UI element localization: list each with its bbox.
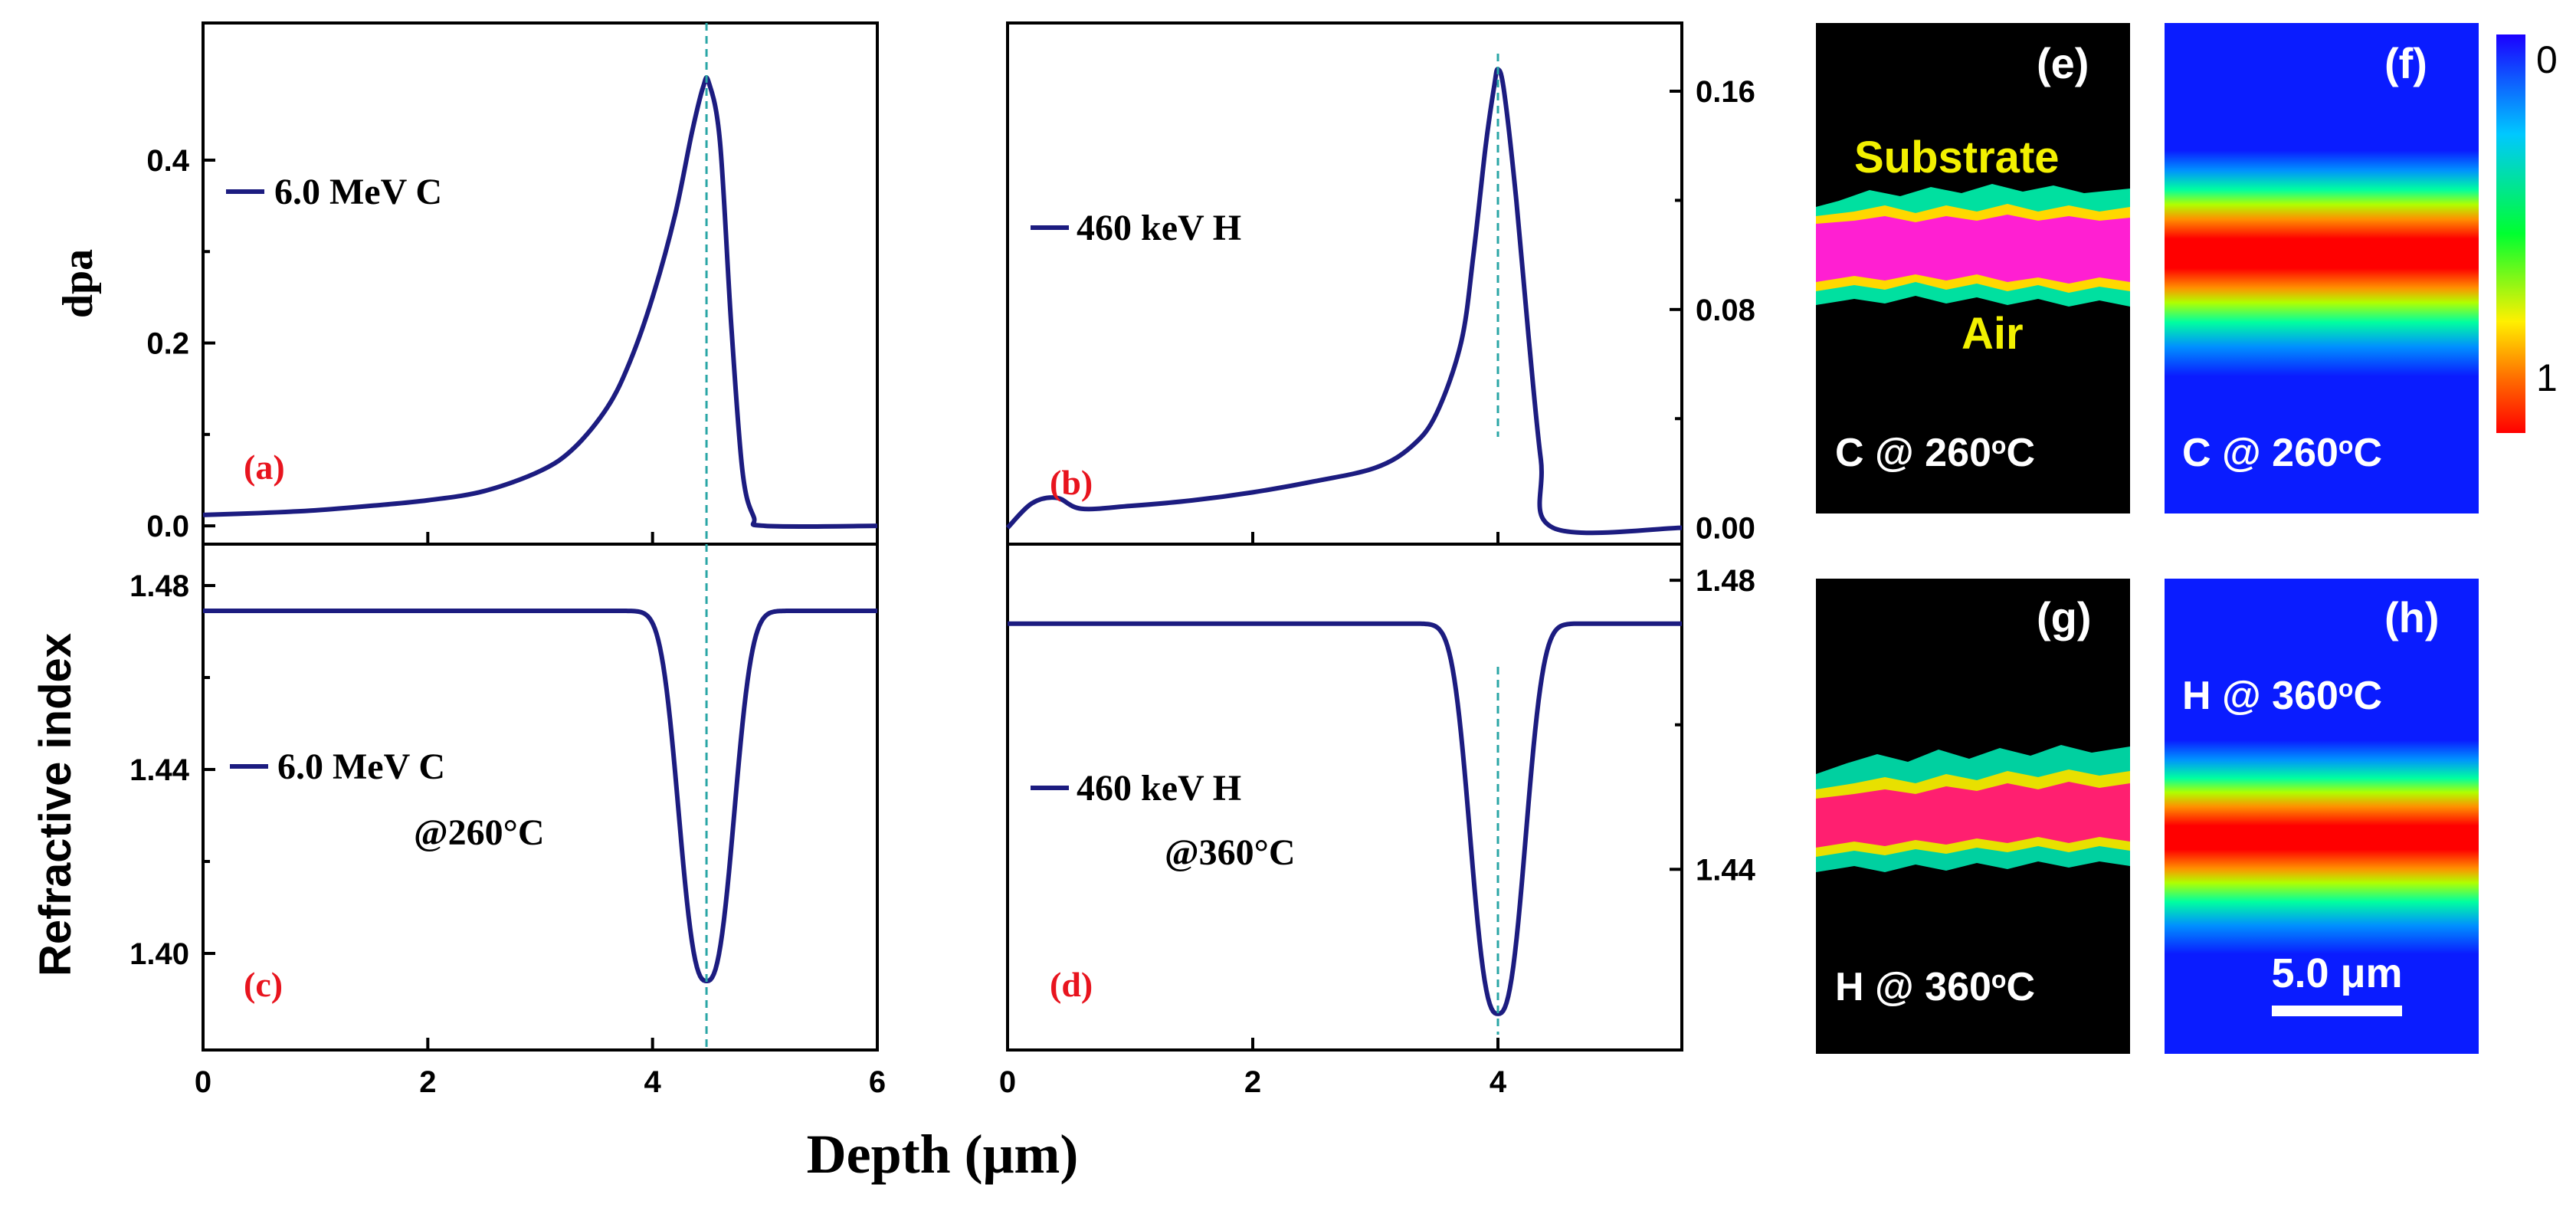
plot-b: 0.00 0.08 0.16 460 keV H (b) [1005, 21, 1755, 546]
image-h-scalebar-label: 5.0 μm [2271, 950, 2402, 996]
plot-a-ytick-label: 0.4 [146, 144, 189, 178]
plot-d-frame [1006, 543, 1683, 1052]
image-e-caption: C @ 260oC [1835, 431, 2035, 475]
colorbar-gradient [2496, 34, 2525, 433]
plot-d-legend-label: 460 keV H [1077, 768, 1241, 809]
plot-c-ylabel: Refractive index [31, 633, 80, 976]
plot-a: 0.0 0.2 0.4 6.0 MeV C (a) [146, 21, 879, 546]
plot-d-xtick-label: 2 [1244, 1065, 1261, 1099]
plot-a-series-line [202, 75, 878, 530]
image-e-letter: (e) [2037, 39, 2089, 87]
plot-b-ytick-label: 0.08 [1696, 294, 1755, 327]
plot-b-frame [1006, 21, 1683, 546]
image-e-substrate-label: Substrate [1854, 133, 2060, 182]
colorbar-top-label: 0 [2536, 38, 2558, 81]
x-axis-title: Depth (μm) [807, 1124, 1079, 1185]
plot-c-ytick-label: 1.48 [129, 569, 189, 603]
plot-c-ytick-label: 1.40 [129, 937, 189, 971]
plot-c-legend-label: 6.0 MeV C [277, 746, 445, 787]
image-f-caption: C @ 260oC [2182, 431, 2382, 475]
plot-a-frame [202, 21, 879, 546]
plot-c-xtick-label: 6 [869, 1065, 886, 1099]
image-panel-e: Substrate Air (e) C @ 260oC [1816, 23, 2130, 513]
image-h-letter: (h) [2384, 593, 2440, 641]
plot-c-ytick-label: 1.44 [129, 753, 190, 787]
plot-d-panel-letter: (d) [1050, 965, 1093, 1004]
image-g-layer-core [1816, 782, 2130, 848]
plot-c-series-line [203, 609, 877, 984]
plot-d-ytick-label: 1.44 [1696, 853, 1756, 887]
plot-a-panel-letter: (a) [244, 448, 285, 487]
plot-a-legend-label: 6.0 MeV C [274, 172, 442, 212]
plot-c-xtick-label: 4 [644, 1065, 662, 1099]
plot-a-ticks: 0.0 0.2 0.4 [146, 144, 879, 544]
plot-b-panel-letter: (b) [1050, 463, 1093, 502]
plot-d-condition-label: @360°C [1165, 832, 1296, 873]
plot-c-ticks: 0 2 4 6 1.40 1.44 1.48 [129, 569, 886, 1099]
image-f-letter: (f) [2384, 39, 2427, 87]
plot-d-ytick-label: 1.48 [1696, 564, 1755, 598]
image-g-caption: H @ 360oC [1835, 965, 2035, 1009]
image-e-air-label: Air [1961, 309, 2024, 359]
image-h-scalebar [2272, 1006, 2402, 1016]
plot-d-ticks: 0 2 4 1.44 1.48 [999, 564, 1756, 1099]
image-f-profile [2165, 23, 2479, 513]
plot-a-ytick-label: 0.2 [146, 327, 189, 361]
plot-c: 0 2 4 6 1.40 1.44 1.48 6.0 MeV C @260°C (c) [129, 543, 886, 1099]
plot-b-ytick-label: 0.00 [1696, 512, 1755, 546]
image-h-profile [2165, 579, 2479, 1054]
colorbar-bottom-label: 1 [2536, 356, 2558, 399]
plot-d-xtick-label: 4 [1490, 1065, 1507, 1099]
plot-a-ylabel: dpa [54, 249, 102, 318]
image-panel-f: (f) C @ 260oC [2165, 23, 2479, 513]
plot-c-xtick-label: 2 [419, 1065, 436, 1099]
colorbar: 0 1 [2496, 34, 2558, 433]
plot-d-series-line [1008, 621, 1682, 1016]
plot-c-panel-letter: (c) [244, 965, 283, 1004]
image-panel-h: (h) H @ 360oC 5.0 μm [2165, 579, 2479, 1054]
plot-d-xtick-label: 0 [999, 1065, 1016, 1099]
plot-b-ticks: 0.00 0.08 0.16 [1006, 75, 1755, 546]
plot-a-ytick-label: 0.0 [146, 510, 189, 543]
plot-c-condition-label: @260°C [414, 812, 545, 853]
plot-b-legend-label: 460 keV H [1077, 208, 1241, 248]
image-g-letter: (g) [2037, 593, 2092, 641]
plot-b-series-line [1005, 67, 1683, 536]
plot-b-ytick-label: 0.16 [1696, 75, 1755, 109]
image-h-caption: H @ 360oC [2182, 674, 2382, 718]
plot-d: 0 2 4 1.44 1.48 460 keV H @360°C (d) [999, 543, 1756, 1099]
image-e-layer-core [1816, 215, 2130, 284]
plot-c-frame [202, 543, 879, 1052]
image-panel-g: (g) H @ 360oC [1816, 579, 2130, 1054]
plot-c-xtick-label: 0 [195, 1065, 211, 1099]
